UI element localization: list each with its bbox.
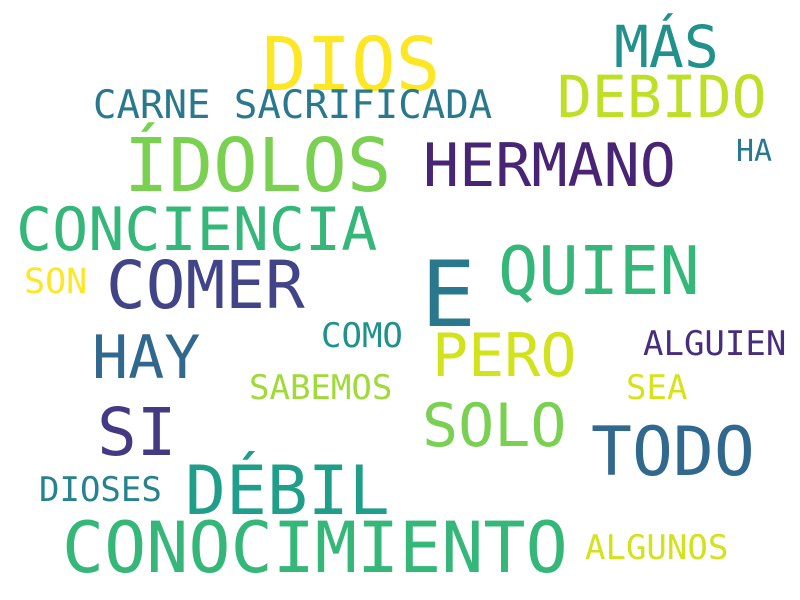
word-conocimiento: CONOCIMIENTO (62, 507, 568, 589)
word-hermano: HERMANO (423, 131, 676, 201)
word-e: E (421, 243, 476, 348)
word-como: COMO (321, 316, 403, 356)
word-hay: HAY (92, 323, 201, 393)
word-dioses: DIOSES (39, 470, 162, 510)
word-conciencia: CONCIENCIA (16, 195, 378, 265)
word-comer: COMER (106, 247, 305, 324)
word-sea: SEA (626, 368, 688, 408)
word-alguien: ALGUIEN (643, 324, 787, 364)
word-debil: DÉBIL (185, 452, 390, 531)
word-dios: DIOS (262, 22, 441, 108)
word-ha: HA (736, 134, 773, 169)
word-quien: QUIEN (498, 232, 700, 310)
word-algunos: ALGUNOS (585, 528, 729, 568)
word-carne-sacrificada: CARNE SACRIFICADA (93, 83, 493, 128)
word-debido: DEBIDO (557, 63, 767, 131)
word-idolos: ÍDOLOS (124, 123, 392, 209)
word-son: SON (24, 262, 88, 302)
word-todo: TODO (591, 413, 755, 492)
word-pero: PERO (432, 321, 577, 391)
word-mas: MÁS (614, 13, 719, 81)
word-sabemos: SABEMOS (249, 368, 393, 408)
word-solo: SOLO (422, 391, 567, 461)
word-si: SI (97, 394, 177, 471)
